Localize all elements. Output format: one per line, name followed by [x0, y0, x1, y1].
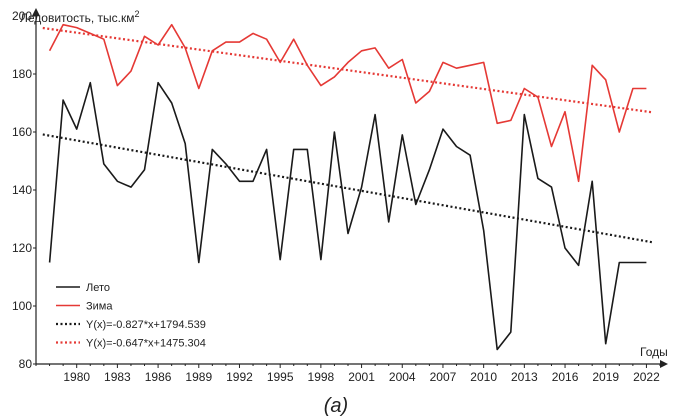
x-tick-label: 1989 [185, 370, 212, 384]
x-tick-label: 1992 [226, 370, 253, 384]
series-line-1 [48, 81, 647, 351]
y-axis-arrow-icon [32, 8, 40, 16]
series-lines [48, 23, 647, 351]
y-axis-title: Ледовитость, тыс.км2 [20, 9, 139, 25]
legend-label: Y(x)=-0.827*x+1794.539 [86, 319, 206, 331]
x-tick-label: 1995 [267, 370, 294, 384]
y-tick-label: 140 [12, 183, 32, 197]
trendline-1 [42, 133, 654, 244]
y-tick-label: 100 [12, 299, 32, 313]
trendlines [42, 26, 654, 244]
x-tick-label: 1980 [63, 370, 90, 384]
x-axis-title: Годы [640, 345, 668, 359]
x-tick-label: 2022 [633, 370, 660, 384]
x-tick-label: 2010 [470, 370, 497, 384]
y-tick-label: 200 [12, 9, 32, 23]
x-tick-label: 2019 [592, 370, 619, 384]
y-tick-label: 120 [12, 241, 32, 255]
x-tick-label: 2013 [511, 370, 538, 384]
x-tick-label: 1983 [104, 370, 131, 384]
x-tick-label: 1998 [308, 370, 335, 384]
x-tick-label: 2007 [430, 370, 457, 384]
series-line-2 [48, 23, 647, 183]
y-tick-label: 80 [19, 357, 33, 371]
x-tick-label: 2001 [348, 370, 375, 384]
y-tick-label: 160 [12, 125, 32, 139]
x-tick-label: 2016 [552, 370, 579, 384]
x-axis-arrow-icon [660, 360, 668, 368]
x-tick-label: 2004 [389, 370, 416, 384]
figure-caption: (a) [324, 395, 348, 417]
y-tick-label: 180 [12, 67, 32, 81]
legend-label: Лето [86, 282, 110, 294]
trendline-2 [42, 26, 654, 114]
axes: 80 100 120 140 160 180 200 1980 1983 1986 1989 1992… [12, 8, 668, 384]
legend-label: Зима [86, 301, 113, 313]
legend: Лето Зима Y(x)=-0.827*x+1794.539 Y(x)=-0.64… [56, 282, 206, 350]
x-tick-label: 1986 [145, 370, 172, 384]
legend-label: Y(x)=-0.647*x+1475.304 [86, 338, 206, 350]
